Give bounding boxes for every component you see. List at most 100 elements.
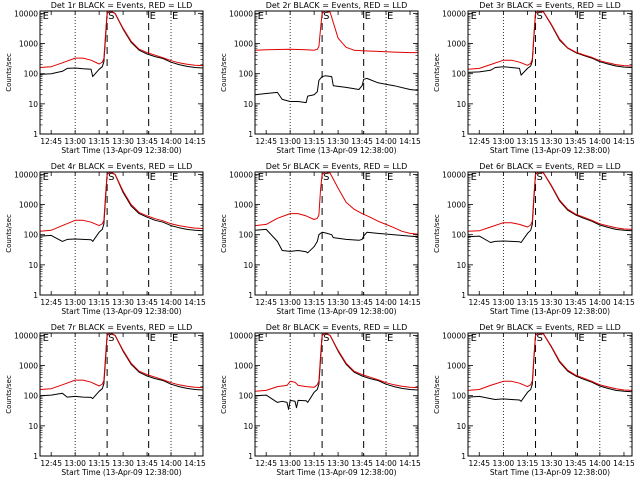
event-marker-label: S bbox=[108, 333, 114, 344]
y-tick-label: 10000 bbox=[442, 331, 466, 340]
event-marker-label: S bbox=[108, 172, 114, 183]
x-axis-label: Start Time (13-Apr-09 12:38:00) bbox=[490, 468, 610, 477]
y-ticks: 1 10 100 1000 10000 bbox=[442, 170, 632, 300]
event-marker-label: S bbox=[323, 11, 329, 22]
x-axis-label: Start Time (13-Apr-09 12:38:00) bbox=[276, 468, 396, 477]
y-tick-label: 10000 bbox=[14, 170, 38, 179]
y-tick-label: 100 bbox=[452, 70, 467, 79]
y-tick-label: 10000 bbox=[442, 9, 466, 18]
event-marker-label: E bbox=[43, 11, 49, 22]
x-tick-label: 13:45 bbox=[565, 298, 587, 307]
x-tick-label: 13:30 bbox=[112, 459, 134, 468]
event-marker-label: E bbox=[601, 11, 607, 22]
y-axis-label: Counts/sec bbox=[5, 214, 13, 253]
y-axis-label: Counts/sec bbox=[220, 214, 228, 253]
y-tick-label: 100 bbox=[452, 231, 467, 240]
x-ticks: 12:45 13:00 13:15 13:30 13:45 14:00 14:15 bbox=[40, 333, 206, 468]
y-ticks: 1 10 100 1000 10000 bbox=[14, 331, 203, 461]
x-tick-label: 13:45 bbox=[136, 459, 158, 468]
x-tick-label: 13:15 bbox=[517, 298, 539, 307]
y-tick-label: 10 bbox=[28, 261, 38, 270]
x-ticks: 12:45 13:00 13:15 13:30 13:45 14:00 14:15 bbox=[468, 333, 635, 468]
x-tick-label: 14:00 bbox=[589, 459, 611, 468]
x-ticks: 12:45 13:00 13:15 13:30 13:45 14:00 14:15 bbox=[255, 333, 421, 468]
x-tick-label: 12:45 bbox=[40, 459, 62, 468]
panel-title: Det 4r BLACK = Events, RED = LLD bbox=[51, 162, 193, 171]
plot-frame bbox=[467, 10, 633, 135]
x-ticks: 12:45 13:00 13:15 13:30 13:45 14:00 14:15 bbox=[40, 172, 206, 307]
event-marker-label: E bbox=[578, 333, 584, 344]
x-tick-label: 13:30 bbox=[541, 298, 563, 307]
y-tick-label: 1000 bbox=[234, 201, 253, 210]
x-ticks: 12:45 13:00 13:15 13:30 13:45 14:00 14:15 bbox=[468, 172, 635, 307]
x-tick-label: 14:15 bbox=[184, 137, 206, 146]
event-marker-label: E bbox=[150, 11, 156, 22]
y-tick-label: 1000 bbox=[19, 201, 38, 210]
x-tick-label: 13:15 bbox=[303, 298, 325, 307]
event-marker-label: E bbox=[387, 333, 393, 344]
event-marker-label: E bbox=[172, 172, 178, 183]
x-axis-label: Start Time (13-Apr-09 12:38:00) bbox=[61, 146, 181, 155]
series-group bbox=[468, 333, 632, 402]
y-tick-label: 1 bbox=[461, 452, 466, 461]
event-marker-label: E bbox=[471, 11, 477, 22]
series-group bbox=[468, 172, 632, 243]
plot-frame bbox=[467, 171, 633, 296]
x-tick-label: 14:00 bbox=[589, 137, 611, 146]
event-marker-label: E bbox=[258, 333, 264, 344]
series-line-lld bbox=[468, 333, 632, 391]
series-group bbox=[255, 172, 418, 254]
event-marker-label: E bbox=[471, 172, 477, 183]
series-line-events bbox=[40, 172, 203, 242]
plot-frame bbox=[39, 171, 204, 296]
x-tick-label: 14:15 bbox=[613, 459, 635, 468]
x-tick-label: 13:15 bbox=[88, 298, 110, 307]
series-line-lld bbox=[468, 172, 632, 232]
x-tick-label: 14:15 bbox=[399, 137, 421, 146]
y-tick-label: 1 bbox=[248, 130, 253, 139]
x-ticks: 12:45 13:00 13:15 13:30 13:45 14:00 14:15 bbox=[40, 11, 206, 146]
x-tick-label: 13:45 bbox=[565, 459, 587, 468]
x-tick-label: 13:45 bbox=[136, 298, 158, 307]
event-marker-label: E bbox=[43, 172, 49, 183]
y-tick-label: 1 bbox=[461, 130, 466, 139]
y-tick-label: 10000 bbox=[229, 331, 253, 340]
x-axis-label: Start Time (13-Apr-09 12:38:00) bbox=[276, 146, 396, 155]
x-tick-label: 13:30 bbox=[541, 137, 563, 146]
x-ticks: 12:45 13:00 13:15 13:30 13:45 14:00 14:15 bbox=[255, 11, 421, 146]
event-marker-label: E bbox=[365, 333, 371, 344]
x-axis-label: Start Time (13-Apr-09 12:38:00) bbox=[61, 468, 181, 477]
y-tick-label: 100 bbox=[452, 392, 467, 401]
y-tick-label: 1 bbox=[248, 452, 253, 461]
y-tick-label: 1000 bbox=[19, 40, 38, 49]
series-group bbox=[40, 172, 203, 242]
y-tick-label: 10 bbox=[243, 100, 253, 109]
y-tick-label: 10 bbox=[243, 261, 253, 270]
event-marker-label: S bbox=[323, 172, 329, 183]
x-tick-label: 14:15 bbox=[399, 459, 421, 468]
y-tick-label: 1000 bbox=[234, 40, 253, 49]
plot-frame bbox=[39, 10, 204, 135]
x-tick-label: 13:15 bbox=[303, 137, 325, 146]
event-marker-label: E bbox=[150, 333, 156, 344]
y-tick-label: 1 bbox=[33, 291, 38, 300]
series-group bbox=[255, 333, 418, 410]
x-axis-label: Start Time (13-Apr-09 12:38:00) bbox=[490, 146, 610, 155]
y-axis-label: Counts/sec bbox=[5, 375, 13, 414]
y-tick-label: 1000 bbox=[447, 201, 466, 210]
x-axis-label: Start Time (13-Apr-09 12:38:00) bbox=[276, 307, 396, 316]
y-tick-label: 1 bbox=[33, 452, 38, 461]
x-tick-label: 13:45 bbox=[351, 298, 373, 307]
plot-frame bbox=[254, 10, 419, 135]
x-tick-label: 14:00 bbox=[160, 459, 182, 468]
panel-title: Det 7r BLACK = Events, RED = LLD bbox=[51, 323, 193, 332]
y-tick-label: 10 bbox=[456, 422, 466, 431]
